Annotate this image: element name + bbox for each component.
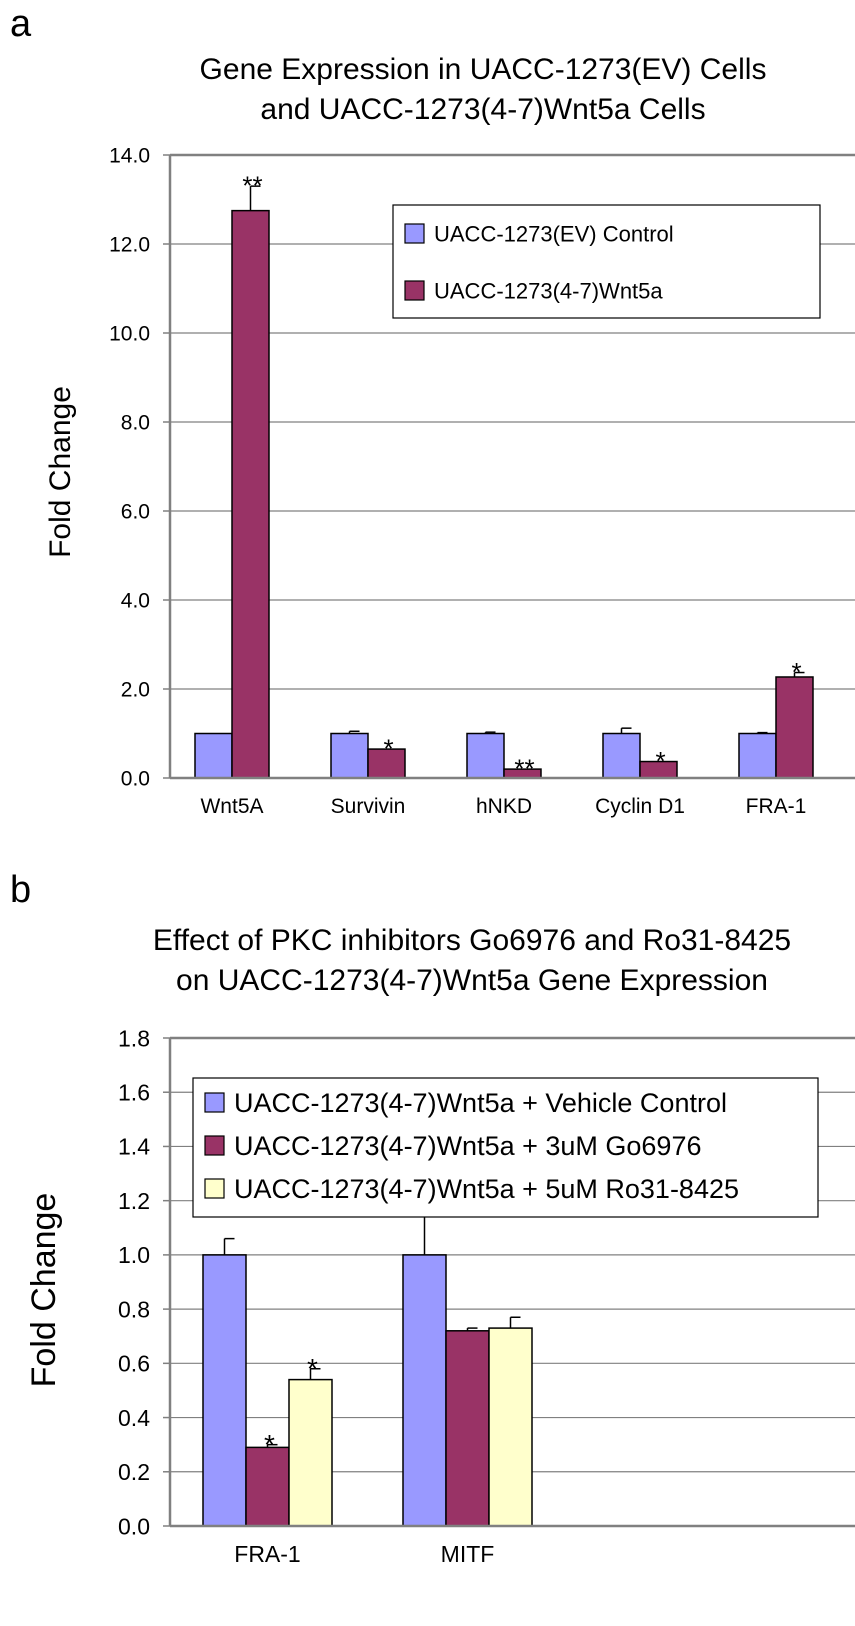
chart-2-ytick-label: 0.8 xyxy=(118,1296,150,1322)
chart-2-category-label: MITF xyxy=(441,1541,495,1567)
chart-1-ytick-label: 14.0 xyxy=(109,145,150,168)
chart-1-category-label: hNKD xyxy=(476,795,532,818)
chart-1-significance-label: * xyxy=(383,733,393,763)
chart-2-legend-swatch xyxy=(204,1092,225,1113)
chart-2-ytick-label: 0.6 xyxy=(118,1351,150,1377)
chart-2-legend-label: UACC-1273(4-7)Wnt5a + 3uM Go6976 xyxy=(234,1131,701,1161)
chart-2-ytick-label: 0.2 xyxy=(118,1459,150,1485)
chart-1-ytick-label: 8.0 xyxy=(121,412,150,435)
chart-1-bar xyxy=(602,732,641,779)
chart-1-ylabel: Fold Change xyxy=(44,386,77,558)
chart-1-category-label: FRA-1 xyxy=(746,795,807,818)
chart-1-category-label: Wnt5A xyxy=(200,795,263,818)
chart-2-legend-swatch xyxy=(204,1135,225,1156)
chart-1-ytick-label: 0.0 xyxy=(121,768,150,791)
chart-2-legend-label: UACC-1273(4-7)Wnt5a + 5uM Ro31-8425 xyxy=(234,1174,739,1204)
chart-1-ytick-label: 4.0 xyxy=(121,590,150,613)
chart-1-category-label: Survivin xyxy=(331,795,406,818)
chart-1-bar xyxy=(466,732,505,779)
chart-2-ytick-label: 1.8 xyxy=(118,1025,150,1051)
chart-2-bar xyxy=(288,1378,333,1527)
chart-1-bar xyxy=(738,732,777,779)
chart-1-ytick-label: 2.0 xyxy=(121,679,150,702)
chart-2-ytick-label: 0.4 xyxy=(118,1405,150,1431)
chart-1-bar xyxy=(775,676,814,779)
chart-2-bar xyxy=(445,1330,490,1527)
chart-1-title-line-2: and UACC-1273(4-7)Wnt5a Cells xyxy=(260,93,705,126)
chart-2-category-label: FRA-1 xyxy=(234,1541,300,1567)
chart-2-ytick-label: 1.2 xyxy=(118,1188,150,1214)
chart-1-significance-label: * xyxy=(791,657,801,687)
chart-2-bar xyxy=(402,1254,447,1527)
chart-2-title-line-2: on UACC-1273(4-7)Wnt5a Gene Expression xyxy=(176,964,768,997)
chart-1-legend-label: UACC-1273(EV) Control xyxy=(434,221,674,246)
chart-2-bar xyxy=(488,1327,533,1527)
panel-a-letter: a xyxy=(10,3,32,45)
chart-2-ytick-label: 1.4 xyxy=(118,1134,150,1160)
chart-2-title-line-1: Effect of PKC inhibitors Go6976 and Ro31… xyxy=(153,924,791,957)
chart-1-title-line-1: Gene Expression in UACC-1273(EV) Cells xyxy=(200,53,767,86)
chart-1-bar xyxy=(330,732,369,779)
chart-2-legend-label: UACC-1273(4-7)Wnt5a + Vehicle Control xyxy=(234,1088,727,1118)
chart-1-category-label: Cyclin D1 xyxy=(595,795,685,818)
chart-1-legend-swatch xyxy=(404,280,425,301)
chart-1-bar xyxy=(231,209,270,779)
chart-1-ytick-label: 12.0 xyxy=(109,234,150,257)
chart-1-significance-label: ** xyxy=(514,753,534,783)
chart-1-legend-label: UACC-1273(4-7)Wnt5a xyxy=(434,278,663,303)
chart-1-bar xyxy=(194,732,233,779)
chart-2-significance-label: * xyxy=(307,1353,318,1384)
panel-b-letter: b xyxy=(10,869,31,911)
chart-2-bar xyxy=(202,1254,247,1527)
chart-2-ytick-label: 1.0 xyxy=(118,1242,150,1268)
chart-2-legend-box xyxy=(192,1077,819,1218)
chart-1-legend-swatch xyxy=(404,223,425,244)
chart-2-ytick-label: 0.0 xyxy=(118,1513,150,1539)
chart-1-legend-box xyxy=(392,204,821,319)
chart-2-ytick-label: 1.6 xyxy=(118,1080,150,1106)
chart-1-ytick-label: 10.0 xyxy=(109,323,150,346)
chart-2-significance-label: * xyxy=(264,1429,275,1460)
chart-1-ytick-label: 6.0 xyxy=(121,501,150,524)
chart-2-legend-swatch xyxy=(204,1178,225,1199)
chart-2-ylabel: Fold Change xyxy=(25,1193,63,1388)
chart-1-significance-label: * xyxy=(655,746,665,776)
chart-1-significance-label: ** xyxy=(242,170,262,200)
